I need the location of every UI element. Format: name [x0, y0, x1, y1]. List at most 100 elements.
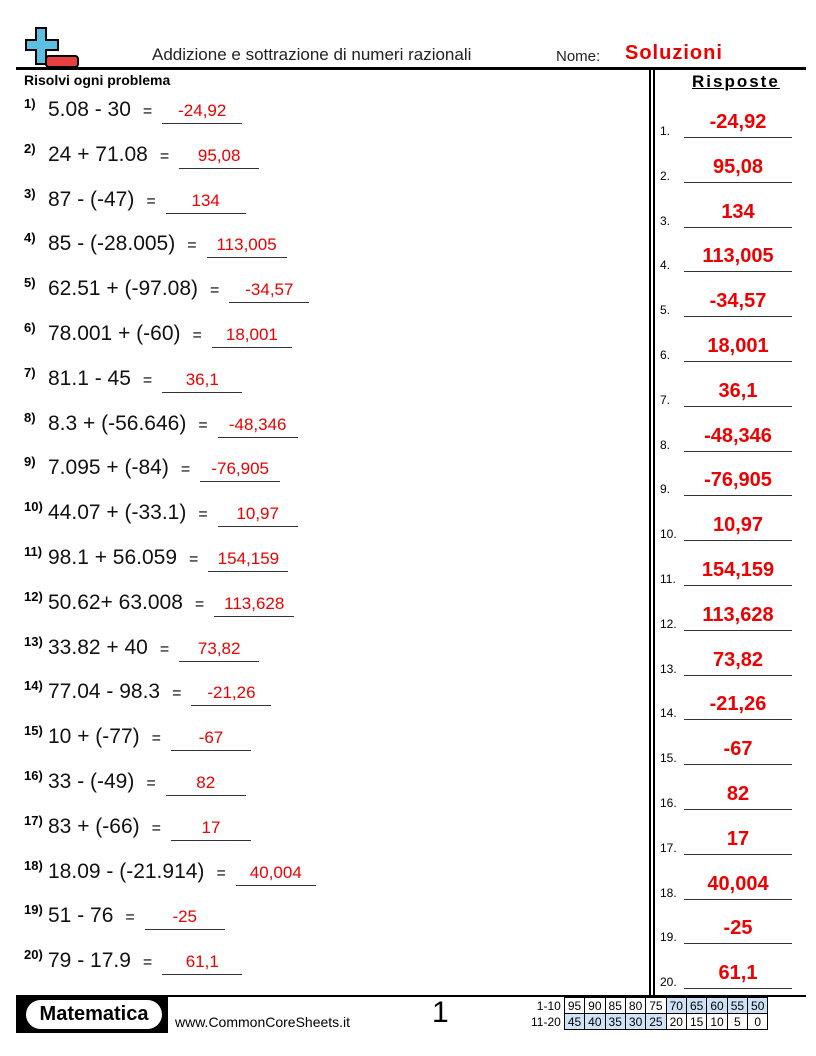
score-cell: 60: [706, 997, 728, 1014]
answer-key-value: 113,005: [684, 245, 792, 273]
problem-answer: -34,57: [229, 280, 310, 304]
problem-number: 20): [24, 947, 43, 963]
answer-key-row: 4. 113,005: [660, 244, 792, 273]
answer-key-value: 134: [684, 201, 792, 228]
problem-expression: 33.82 + 40: [48, 635, 148, 659]
answer-key-row: 5. -34,57: [660, 289, 792, 318]
score-cell: 90: [584, 997, 606, 1014]
problem-expression: 44.07 + (-33.1): [48, 501, 187, 525]
equals-sign: =: [210, 282, 220, 300]
problem-number: 7): [24, 364, 36, 380]
problem-expression: 5.08 - 30: [48, 98, 131, 121]
score-cell: 80: [624, 997, 647, 1014]
problem-number: 10): [24, 499, 43, 515]
problem-expression: 62.51 + (-97.08): [48, 277, 199, 301]
equals-sign: =: [151, 819, 161, 837]
answer-key-number: 18.: [660, 885, 677, 900]
equals-sign: =: [180, 461, 191, 479]
column-divider: [653, 70, 655, 996]
problem-expression: 8.3 + (-56.646): [48, 411, 187, 435]
equals-sign: =: [198, 416, 208, 434]
equals-sign: =: [216, 864, 226, 882]
equals-sign: =: [146, 775, 156, 792]
answer-key-row: 18. 40,004: [660, 872, 792, 900]
answer-key-number: 4.: [660, 258, 671, 273]
problem-5: 5) 62.51 + (-97.08) = -34,57: [24, 275, 310, 307]
problem-expression: 85 - (-28.005): [48, 232, 176, 256]
equals-sign: =: [142, 371, 153, 389]
problem-number: 18): [24, 857, 43, 873]
score-cell: 0: [747, 1013, 769, 1030]
answer-key-value: 113,628: [684, 604, 792, 631]
name-label: Nome:: [556, 48, 601, 65]
problem-answer: 113,005: [206, 235, 287, 259]
score-cell: 45: [563, 1013, 586, 1030]
answer-key-row: 15. -67: [660, 737, 792, 766]
problem-17: 17) 83 + (-66) = 17: [24, 812, 251, 845]
score-cell: 35: [604, 1013, 626, 1030]
problem-answer: 73,82: [179, 639, 260, 662]
problem-number: 16): [24, 768, 43, 783]
problem-19: 19) 51 - 76 = -25: [24, 902, 225, 934]
problem-expression: 81.1 - 45: [48, 366, 131, 390]
score-cell: 5: [726, 1013, 749, 1030]
problem-number: 2): [24, 140, 36, 156]
answer-key-value: -21,26: [684, 693, 792, 721]
problem-answer: 40,004: [235, 863, 316, 886]
problem-answer: -24,92: [162, 101, 243, 124]
equals-sign: =: [159, 147, 170, 165]
answer-key-row: 13. 73,82: [660, 648, 792, 676]
answer-key-value: -67: [684, 738, 792, 766]
problem-answer: -25: [144, 907, 225, 931]
answer-key-row: 9. -76,905: [660, 468, 792, 497]
answer-key-number: 7.: [660, 392, 671, 407]
score-range: 1-10: [536, 998, 561, 1013]
worksheet-title: Addizione e sottrazione di numeri razion…: [152, 45, 472, 64]
problem-6: 6) 78.001 + (-60) = 18,001: [24, 320, 292, 352]
problem-answer: 154,159: [208, 549, 289, 572]
problem-expression: 18.09 - (-21.914): [48, 859, 205, 883]
score-row: 11-20 45 40 35 30 25 20 15 10 5 0: [528, 1013, 769, 1030]
answer-key-number: 14.: [660, 706, 677, 721]
answer-key-number: 11.: [660, 572, 676, 586]
problem-16: 16) 33 - (-49) = 82: [24, 768, 246, 800]
problem-number: 1): [24, 96, 36, 111]
problem-number: 8): [24, 409, 36, 425]
answer-key-row: 12. 113,628: [660, 603, 792, 631]
answer-key-value: 36,1: [684, 380, 792, 407]
problem-expression: 7.095 + (-84): [48, 456, 169, 480]
answer-key-row: 19. -25: [660, 916, 792, 945]
problem-expression: 51 - 76: [48, 904, 114, 928]
answer-key-value: -24,92: [684, 111, 792, 138]
problem-number: 17): [24, 812, 43, 828]
answer-key-number: 16.: [660, 796, 677, 810]
problem-answer: 95,08: [179, 146, 260, 169]
problem-expression: 33 - (-49): [48, 770, 135, 793]
problem-expression: 24 + 71.08: [48, 142, 148, 166]
answer-key-value: 40,004: [684, 873, 792, 900]
problem-answer: 113,628: [214, 594, 295, 617]
problem-expression: 10 + (-77): [48, 725, 140, 749]
problem-number: 12): [24, 588, 43, 604]
equals-sign: =: [198, 506, 208, 524]
problem-10: 10) 44.07 + (-33.1) = 10,97: [24, 499, 298, 531]
score-cell: 75: [645, 997, 667, 1014]
equals-sign: =: [194, 595, 205, 613]
equals-sign: =: [159, 640, 170, 658]
problem-answer: 134: [165, 191, 246, 214]
answer-key-row: 11. 154,159: [660, 558, 792, 586]
problem-expression: 77.04 - 98.3: [48, 680, 161, 704]
answer-key-value: 73,82: [684, 649, 792, 676]
problem-number: 13): [24, 633, 43, 649]
equals-sign: =: [189, 551, 199, 568]
answer-key-row: 1. -24,92: [660, 110, 792, 138]
problem-expression: 98.1 + 56.059: [48, 546, 178, 569]
answer-key-row: 20. 61,1: [660, 961, 792, 990]
answer-key-value: 61,1: [684, 962, 792, 990]
problem-14: 14) 77.04 - 98.3 = -21,26: [24, 678, 272, 710]
answer-key-row: 17. 17: [660, 827, 792, 855]
equals-sign: =: [142, 103, 153, 120]
answer-key-value: 95,08: [684, 156, 792, 183]
answer-key-value: 82: [684, 783, 792, 810]
